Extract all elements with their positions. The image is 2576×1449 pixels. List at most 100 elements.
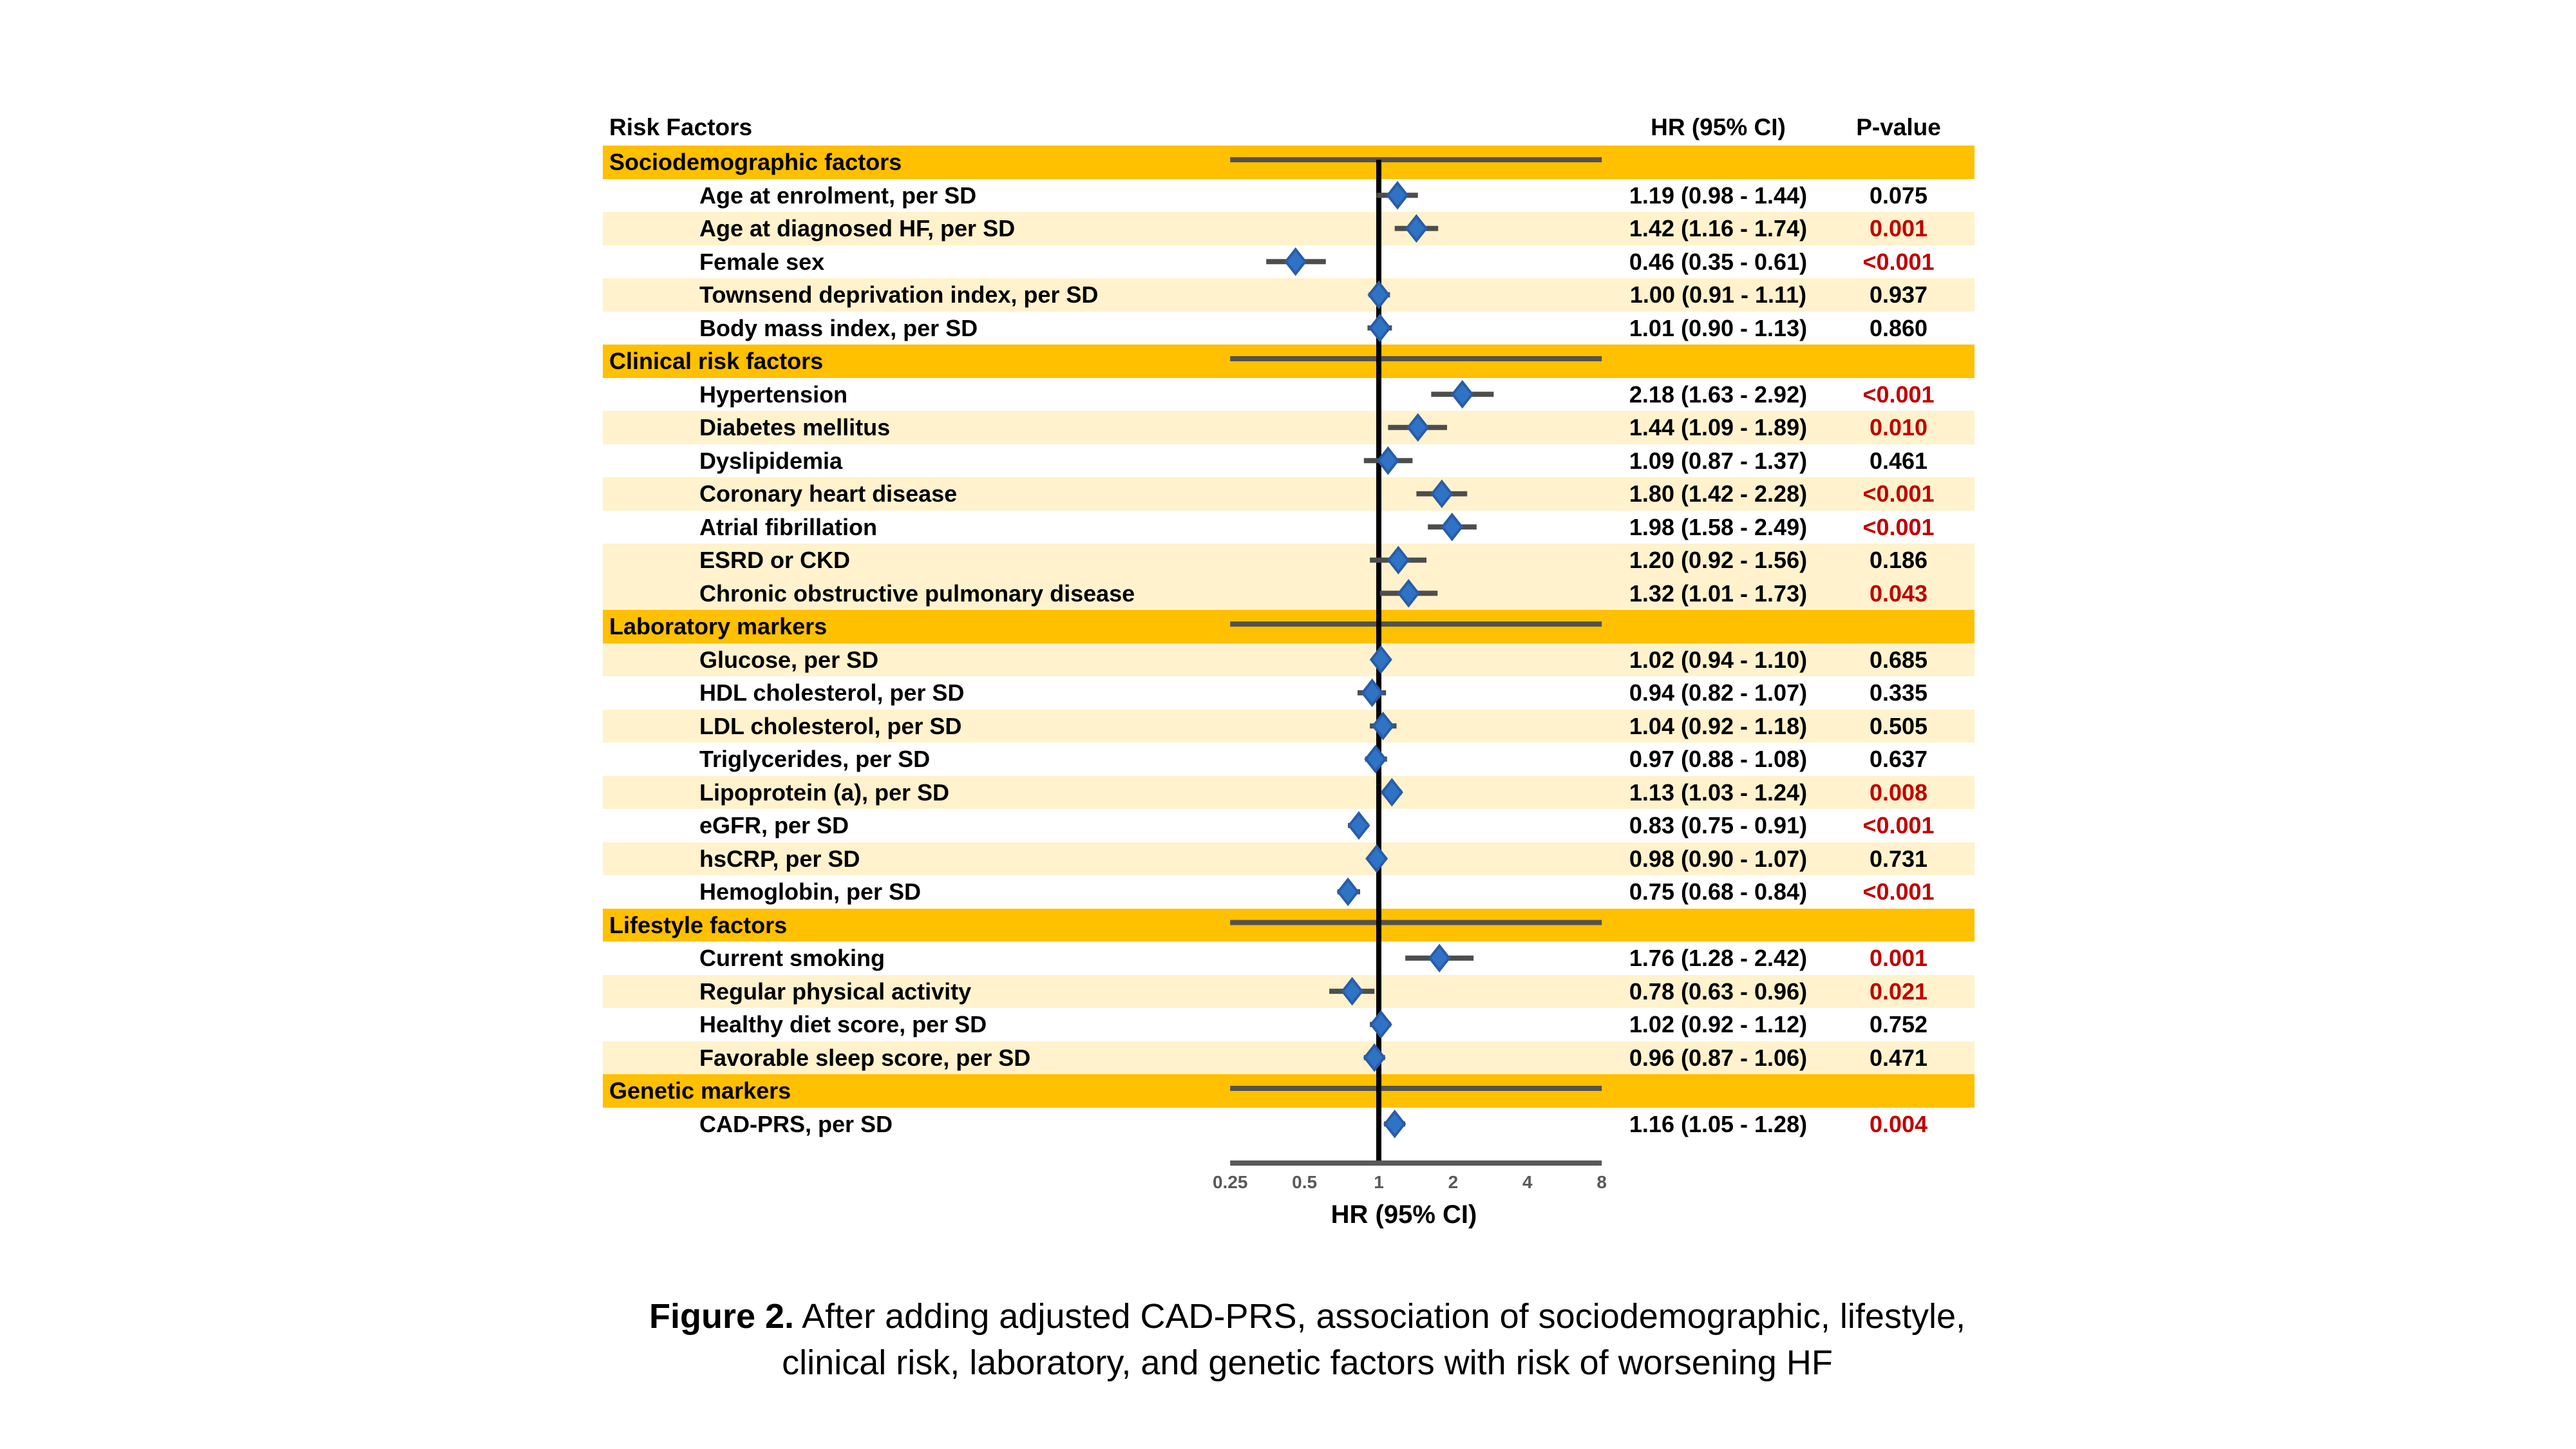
row-label: Regular physical activity: [699, 978, 972, 1005]
hr-ci-value: 1.98 (1.58 - 2.49): [1629, 513, 1808, 540]
caption-line-1: Figure 2. After adding adjusted CAD-PRS,…: [19, 1293, 2576, 1340]
table-row: LDL cholesterol, per SD 1.04 (0.92 - 1.18…: [603, 709, 1975, 743]
section-header-band: Laboratory markers: [603, 610, 1975, 643]
section-header-band: Lifestyle factors: [603, 908, 1975, 942]
hr-ci-value: 0.94 (0.82 - 1.07): [1629, 679, 1808, 706]
section-title: Genetic markers: [609, 1077, 791, 1104]
row-label: Lipoprotein (a), per SD: [699, 779, 950, 806]
row-label: ESRD or CKD: [699, 547, 851, 573]
table-row: Coronary heart disease 1.80 (1.42 - 2.28)…: [603, 477, 1975, 511]
row-label: Triglycerides, per SD: [699, 746, 931, 772]
table-row: Chronic obstructive pulmonary disease 1.3…: [603, 576, 1975, 610]
p-value: <0.001: [1862, 513, 1935, 540]
hr-ci-value: 0.97 (0.88 - 1.08): [1629, 746, 1808, 772]
table-row: Triglycerides, per SD 0.97 (0.88 - 1.08) 0…: [603, 743, 1975, 776]
p-value: 0.505: [1869, 712, 1928, 739]
hr-ci-value: 1.76 (1.28 - 2.42): [1629, 945, 1808, 971]
table-row: hsCRP, per SD 0.98 (0.90 - 1.07) 0.731: [603, 842, 1975, 875]
row-label: Female sex: [699, 248, 825, 275]
table-row: Healthy diet score, per SD 1.02 (0.92 - 1…: [603, 1008, 1975, 1041]
row-label: Body mass index, per SD: [699, 314, 978, 341]
section-title: Lifestyle factors: [609, 911, 788, 938]
hr-ci-value: 0.78 (0.63 - 0.96): [1629, 978, 1808, 1005]
row-label: Favorable sleep score, per SD: [699, 1044, 1031, 1071]
hr-ci-value: 1.42 (1.16 - 1.74): [1629, 215, 1808, 242]
hr-ci-value: 2.18 (1.63 - 2.92): [1629, 381, 1808, 408]
p-value: <0.001: [1862, 381, 1935, 408]
row-label: LDL cholesterol, per SD: [699, 712, 962, 739]
table-row: eGFR, per SD 0.83 (0.75 - 0.91) <0.001: [603, 809, 1975, 842]
row-label: Dyslipidemia: [699, 447, 843, 474]
p-value: 0.731: [1869, 845, 1928, 872]
hr-ci-value: 0.98 (0.90 - 1.07): [1629, 845, 1808, 872]
row-label: Current smoking: [699, 945, 886, 971]
p-value: 0.021: [1869, 978, 1928, 1005]
row-label: Chronic obstructive pulmonary disease: [699, 580, 1135, 607]
hr-ci-value: 1.01 (0.90 - 1.13): [1629, 314, 1808, 341]
axis-tick-label: 8: [1596, 1172, 1607, 1192]
table-row: Age at diagnosed HF, per SD 1.42 (1.16 - …: [603, 212, 1975, 245]
p-value: 0.471: [1869, 1044, 1928, 1071]
section-title: Sociodemographic factors: [609, 149, 902, 175]
table-row: Glucose, per SD 1.02 (0.94 - 1.10) 0.685: [603, 643, 1975, 676]
p-value: 0.937: [1869, 281, 1928, 308]
row-label: Coronary heart disease: [699, 480, 958, 507]
x-axis-label: HR (95% CI): [1331, 1200, 1477, 1229]
p-value: 0.004: [1869, 1110, 1928, 1137]
section-title: Laboratory markers: [609, 613, 828, 639]
section-header-band: Sociodemographic factors: [603, 146, 1975, 179]
section-title: Clinical risk factors: [609, 348, 824, 374]
hr-ci-value: 1.09 (0.87 - 1.37): [1629, 447, 1808, 474]
column-header-p-value: P-value: [1856, 114, 1941, 140]
axis-tick-label: 0.25: [1212, 1172, 1248, 1192]
axis-tick-label: 1: [1374, 1172, 1384, 1192]
hr-ci-value: 1.13 (1.03 - 1.24): [1629, 779, 1808, 806]
hr-ci-value: 1.16 (1.05 - 1.28): [1629, 1110, 1808, 1137]
caption-line-2: clinical risk, laboratory, and genetic f…: [782, 1343, 1833, 1382]
p-value: 0.001: [1869, 945, 1928, 971]
row-label: Hypertension: [699, 381, 848, 408]
hr-ci-value: 0.96 (0.87 - 1.06): [1629, 1044, 1808, 1071]
p-value: 0.001: [1869, 215, 1928, 242]
table-row: Current smoking 1.76 (1.28 - 2.42) 0.001: [603, 942, 1975, 975]
table-row: Atrial fibrillation 1.98 (1.58 - 2.49) <0.…: [603, 510, 1975, 544]
row-label: hsCRP, per SD: [699, 845, 860, 872]
table-row: Age at enrolment, per SD 1.19 (0.98 - 1.4…: [603, 178, 1975, 212]
p-value: 0.186: [1869, 547, 1928, 573]
hr-ci-value: 0.46 (0.35 - 0.61): [1629, 248, 1808, 275]
table-row: Diabetes mellitus 1.44 (1.09 - 1.89) 0.010: [603, 411, 1975, 444]
p-value: 0.008: [1869, 779, 1928, 806]
hr-ci-value: 1.02 (0.94 - 1.10): [1629, 646, 1808, 673]
hr-ci-value: 1.20 (0.92 - 1.56): [1629, 547, 1808, 573]
hr-ci-value: 1.04 (0.92 - 1.18): [1629, 712, 1808, 739]
table-row: Lipoprotein (a), per SD 1.13 (1.03 - 1.24…: [603, 775, 1975, 809]
column-header-hr-ci: HR (95% CI): [1651, 114, 1786, 140]
p-value: 0.335: [1869, 679, 1928, 706]
hr-ci-value: 1.44 (1.09 - 1.89): [1629, 414, 1808, 440]
p-value: 0.752: [1869, 1011, 1928, 1037]
axis-tick-label: 0.5: [1292, 1172, 1318, 1192]
table-row: Regular physical activity 0.78 (0.63 - 0.…: [603, 974, 1975, 1008]
hr-ci-value: 0.83 (0.75 - 0.91): [1629, 812, 1808, 838]
column-header-risk-factors: Risk Factors: [609, 114, 753, 140]
table-row: Female sex 0.46 (0.35 - 0.61) <0.001: [603, 245, 1975, 278]
table-row: ESRD or CKD 1.20 (0.92 - 1.56) 0.186: [603, 544, 1975, 577]
p-value: 0.685: [1869, 646, 1928, 673]
row-label: Atrial fibrillation: [699, 513, 878, 540]
hr-ci-value: 1.19 (0.98 - 1.44): [1629, 182, 1808, 209]
p-value: <0.001: [1862, 480, 1935, 507]
p-value: <0.001: [1862, 812, 1935, 838]
row-label: Hemoglobin, per SD: [699, 878, 922, 905]
hr-ci-value: 1.32 (1.01 - 1.73): [1629, 580, 1808, 607]
row-label: Glucose, per SD: [699, 646, 879, 673]
p-value: 0.860: [1869, 314, 1928, 341]
row-label: Age at diagnosed HF, per SD: [699, 215, 1016, 242]
p-value: 0.075: [1869, 182, 1928, 209]
section-header-band: Clinical risk factors: [603, 345, 1975, 378]
axis-tick-label: 4: [1522, 1172, 1533, 1192]
hr-ci-value: 1.80 (1.42 - 2.28): [1629, 480, 1808, 507]
table-row: Body mass index, per SD 1.01 (0.90 - 1.13…: [603, 311, 1975, 345]
p-value: 0.043: [1869, 580, 1928, 607]
